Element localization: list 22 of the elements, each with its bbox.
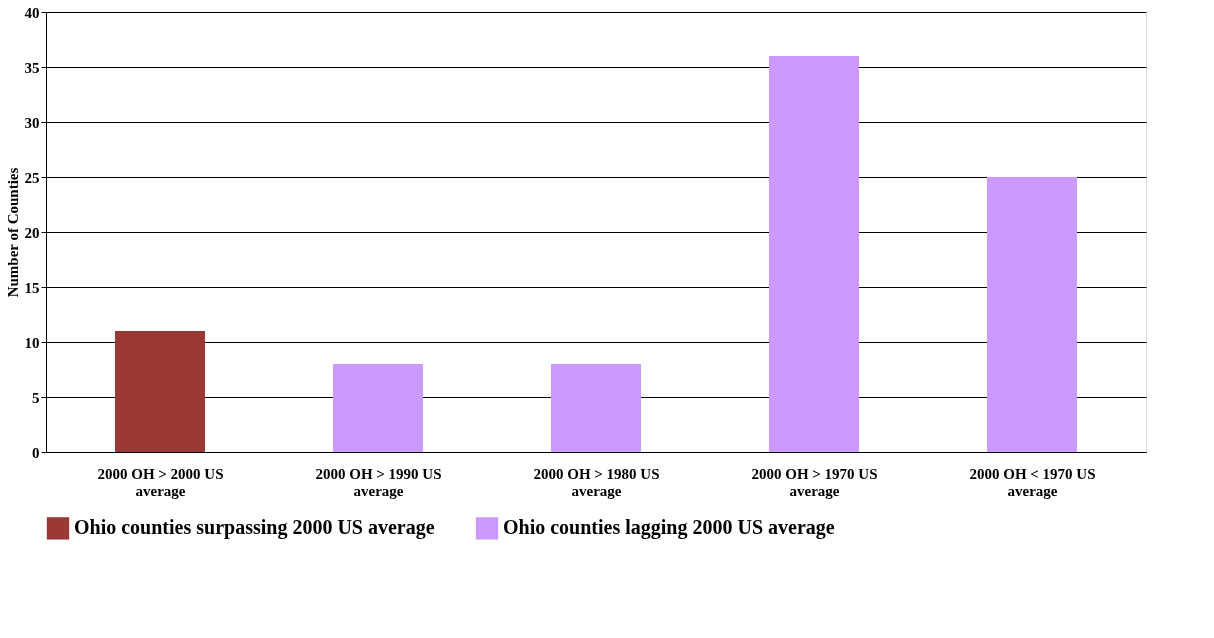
bar <box>769 56 859 452</box>
y-tick-label: 20 <box>24 224 40 241</box>
y-tick-label: 0 <box>32 444 40 461</box>
bar <box>115 331 205 452</box>
bar <box>333 364 423 452</box>
y-tick-label: 25 <box>24 169 40 186</box>
y-tick-label: 30 <box>24 114 40 131</box>
x-tick-label: 2000 OH < 1970 US average <box>969 465 1096 499</box>
y-tick-label: 35 <box>24 59 40 76</box>
y-tick-label: 10 <box>24 334 40 351</box>
y-tick-label: 5 <box>32 389 40 406</box>
bar <box>551 364 641 452</box>
x-tick-label: 2000 OH > 2000 US average <box>97 465 224 499</box>
bar <box>987 177 1077 452</box>
x-tick-label: 2000 OH > 1990 US average <box>315 465 442 499</box>
x-tick-label: 2000 OH > 1970 US average <box>751 465 878 499</box>
legend-label: Ohio counties lagging 2000 US average <box>503 516 835 540</box>
x-tick-label: 2000 OH > 1980 US average <box>533 465 660 499</box>
legend-label: Ohio counties surpassing 2000 US average <box>74 516 435 540</box>
y-tick-label: 40 <box>24 4 40 21</box>
y-axis-title: Number of Counties <box>4 167 21 298</box>
y-tick-label: 15 <box>24 279 40 296</box>
